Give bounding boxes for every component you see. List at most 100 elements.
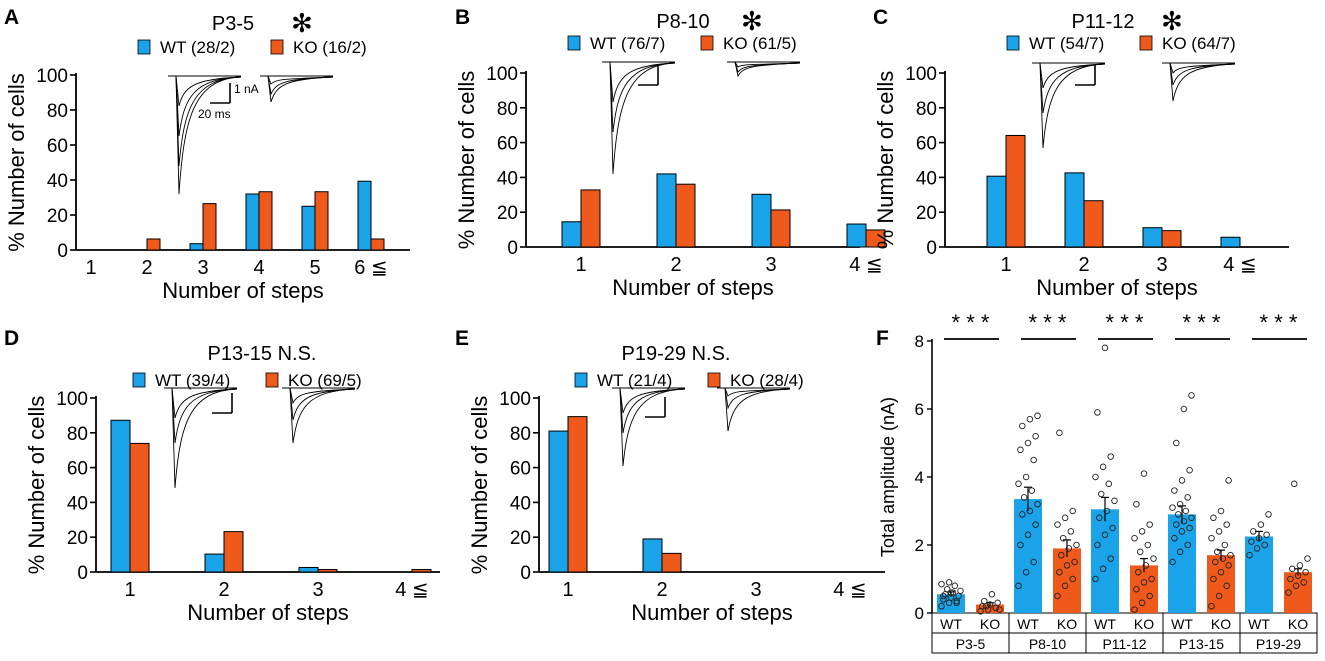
- data-point: [1092, 575, 1099, 583]
- legend-swatch-wt: [137, 39, 151, 55]
- bar-ko: [865, 229, 886, 248]
- panel-letter: D: [4, 327, 19, 350]
- y-tick-label: 100: [56, 389, 88, 410]
- panel-b: B P8-10 ✻ WT (76/7) KO (61/5) 0 20 40 60 80 100 % N…: [454, 6, 886, 300]
- data-point: [1180, 517, 1188, 525]
- data-point: [1248, 538, 1255, 545]
- data-point: [1223, 582, 1230, 590]
- current-trace-inset: [612, 387, 686, 467]
- condition-label: KO: [1288, 616, 1308, 632]
- data-point: [1099, 463, 1107, 471]
- data-point: [1138, 599, 1146, 607]
- bar-wt: [301, 205, 316, 251]
- data-point: [1304, 555, 1311, 562]
- data-point: [1246, 551, 1253, 559]
- x-tick-label: 2: [656, 579, 667, 601]
- current-trace-inset: [260, 75, 334, 103]
- data-point: [953, 599, 960, 607]
- data-point: [1101, 531, 1109, 539]
- y-tick-label: 100: [499, 389, 531, 410]
- condition-label: KO: [980, 616, 1000, 632]
- data-point: [1133, 500, 1140, 508]
- legend-label-wt: WT (39/4): [155, 371, 230, 390]
- bar-wt: [110, 419, 131, 573]
- data-point: [1099, 565, 1107, 573]
- data-point: [1285, 589, 1292, 596]
- y-axis-label: % Number of cells: [467, 396, 492, 575]
- data-point: [1056, 429, 1063, 437]
- data-point: [1182, 507, 1190, 515]
- legend-swatch-wt: [574, 372, 588, 388]
- legend-label-wt: WT (76/7): [590, 34, 665, 53]
- x-tick-label: 4 ≦: [833, 579, 866, 601]
- data-point: [1261, 541, 1268, 549]
- bar-ko: [1083, 200, 1104, 248]
- condition-label: WT: [1017, 616, 1039, 632]
- data-point: [1188, 392, 1195, 399]
- current-trace-inset: [727, 61, 801, 78]
- data-point: [1213, 548, 1221, 556]
- bar-wt: [1014, 499, 1042, 613]
- data-point: [1019, 422, 1026, 430]
- scale-bar: [212, 393, 233, 414]
- x-tick-label: 1: [1000, 254, 1011, 276]
- data-point: [1223, 521, 1230, 528]
- bar-ko: [1161, 230, 1182, 248]
- trace-sweep: [175, 75, 242, 167]
- data-point: [1296, 562, 1304, 569]
- current-trace-inset: [1162, 62, 1236, 102]
- y-tick-label: 60: [510, 459, 531, 480]
- data-point: [986, 601, 994, 608]
- legend-label-ko: KO (61/5): [723, 34, 797, 53]
- data-point: [1287, 575, 1294, 583]
- data-point: [1069, 507, 1076, 515]
- y-tick-label: 6: [915, 400, 924, 419]
- data-point: [1180, 405, 1188, 413]
- trace-sweep: [619, 387, 686, 434]
- trace-sweep: [1039, 62, 1106, 149]
- panel-letter: E: [455, 327, 469, 350]
- data-point: [1169, 558, 1176, 566]
- legend-swatch-ko: [707, 372, 721, 388]
- x-axis-label: Number of steps: [631, 600, 792, 625]
- x-tick-label: 4: [253, 257, 264, 279]
- group-label: P8-10: [1029, 636, 1067, 652]
- bar-wt: [751, 193, 772, 248]
- trace-sweep: [609, 61, 676, 103]
- current-trace-inset: [164, 387, 238, 489]
- scale-bar-time-label: 20 ms: [198, 107, 231, 121]
- data-point: [1131, 606, 1138, 613]
- data-point: [1063, 562, 1071, 569]
- panel-c: C P11-12 ✻ WT (54/7) KO (64/7) 0 20 40 60 80 100 % …: [873, 6, 1289, 300]
- data-point: [957, 587, 964, 595]
- y-tick-label: 100: [905, 64, 937, 85]
- y-tick-label: 80: [47, 101, 68, 122]
- y-axis-label: % Number of cells: [873, 71, 898, 250]
- trace-sweep: [724, 387, 791, 432]
- y-axis-label: Total amplitude (nA): [878, 397, 898, 557]
- y-tick-label: 20: [916, 203, 937, 224]
- x-tick-label: 3: [765, 254, 776, 276]
- data-point: [1061, 582, 1069, 590]
- legend-label-ko: KO (64/7): [1162, 34, 1236, 53]
- trace-sweep: [724, 387, 791, 410]
- data-point: [1225, 562, 1232, 569]
- data-point: [1184, 494, 1191, 501]
- y-tick-label: 40: [510, 493, 531, 514]
- data-point: [1017, 446, 1024, 454]
- significance-asterisk: ✻: [1161, 6, 1183, 36]
- y-tick-label: 0: [926, 238, 937, 259]
- data-point: [1148, 575, 1155, 583]
- data-point: [1107, 453, 1114, 460]
- data-point: [1142, 562, 1150, 569]
- x-tick-label: 2: [141, 257, 152, 279]
- bar-wt: [298, 566, 319, 573]
- significance-stars: * * *: [1029, 310, 1067, 335]
- data-point: [1171, 487, 1178, 494]
- data-point: [1111, 497, 1118, 505]
- y-tick-label: 40: [67, 493, 88, 514]
- data-point: [1289, 565, 1296, 573]
- data-point: [938, 602, 945, 610]
- data-point: [994, 599, 1001, 607]
